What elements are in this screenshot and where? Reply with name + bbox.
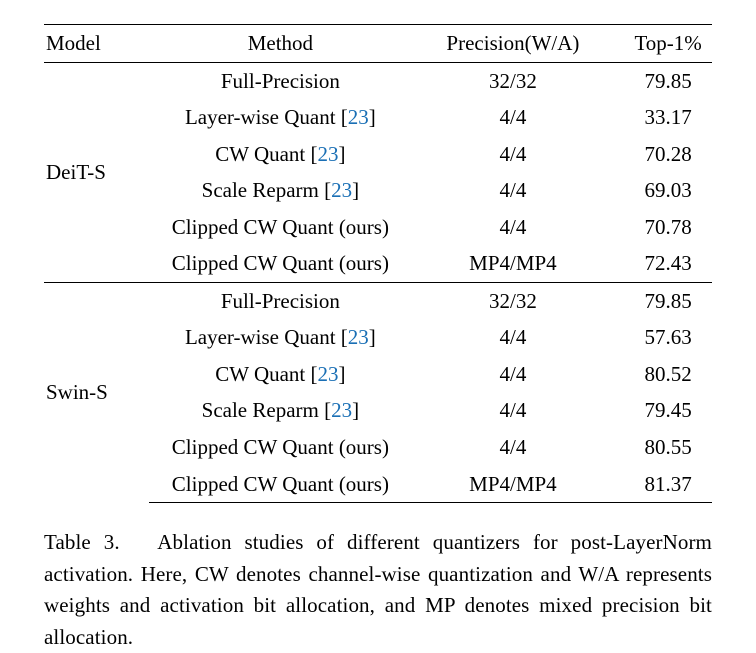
cell-method: Scale Reparm [23] [149, 392, 411, 429]
col-header-method: Method [149, 25, 411, 63]
citation-link[interactable]: 23 [331, 178, 352, 202]
page: Model Method Precision(W/A) Top-1% DeiT-… [0, 0, 756, 637]
cell-precision: 4/4 [412, 356, 615, 393]
cell-top1: 33.17 [614, 99, 712, 136]
cell-top1: 79.85 [614, 62, 712, 99]
header-row: Model Method Precision(W/A) Top-1% [44, 25, 712, 63]
cell-method: Scale Reparm [23] [149, 172, 411, 209]
cell-top1: 57.63 [614, 319, 712, 356]
cell-top1: 79.45 [614, 392, 712, 429]
cell-method: Layer-wise Quant [23] [149, 319, 411, 356]
table-head: Model Method Precision(W/A) Top-1% [44, 25, 712, 63]
cell-method: Clipped CW Quant (ours) [149, 466, 411, 503]
cell-top1: 72.43 [614, 245, 712, 282]
cell-precision: 4/4 [412, 319, 615, 356]
cell-top1: 70.78 [614, 209, 712, 246]
table-caption: Table 3. Ablation studies of different q… [44, 527, 712, 653]
caption-label: Table 3. [44, 530, 120, 554]
cell-precision: 4/4 [412, 429, 615, 466]
cell-method: Full-Precision [149, 62, 411, 99]
cell-model: DeiT-S [44, 62, 149, 282]
col-header-top1: Top-1% [614, 25, 712, 63]
cell-method: Full-Precision [149, 282, 411, 319]
table-row: Swin-SFull-Precision32/3279.85 [44, 282, 712, 319]
cell-top1: 80.55 [614, 429, 712, 466]
citation-link[interactable]: 23 [348, 325, 369, 349]
cell-model: Swin-S [44, 282, 149, 502]
cell-method: Clipped CW Quant (ours) [149, 429, 411, 466]
cell-method: Clipped CW Quant (ours) [149, 245, 411, 282]
cell-precision: 4/4 [412, 209, 615, 246]
cell-precision: 4/4 [412, 392, 615, 429]
cell-method: CW Quant [23] [149, 356, 411, 393]
cell-top1: 70.28 [614, 136, 712, 173]
citation-link[interactable]: 23 [318, 362, 339, 386]
results-table: Model Method Precision(W/A) Top-1% DeiT-… [44, 24, 712, 503]
cell-precision: 4/4 [412, 172, 615, 209]
citation-link[interactable]: 23 [348, 105, 369, 129]
cell-method: CW Quant [23] [149, 136, 411, 173]
table-body: DeiT-SFull-Precision32/3279.85Layer-wise… [44, 62, 712, 503]
cell-method: Clipped CW Quant (ours) [149, 209, 411, 246]
cell-top1: 81.37 [614, 466, 712, 503]
col-header-model: Model [44, 25, 149, 63]
col-header-precision: Precision(W/A) [412, 25, 615, 63]
cell-precision: 4/4 [412, 99, 615, 136]
citation-link[interactable]: 23 [318, 142, 339, 166]
caption-text: Ablation studies of different quantizers… [44, 530, 712, 649]
cell-precision: 4/4 [412, 136, 615, 173]
cell-method: Layer-wise Quant [23] [149, 99, 411, 136]
cell-top1: 80.52 [614, 356, 712, 393]
citation-link[interactable]: 23 [331, 398, 352, 422]
table-row: DeiT-SFull-Precision32/3279.85 [44, 62, 712, 99]
cell-top1: 79.85 [614, 282, 712, 319]
cell-precision: 32/32 [412, 62, 615, 99]
cell-precision: MP4/MP4 [412, 245, 615, 282]
cell-top1: 69.03 [614, 172, 712, 209]
cell-precision: MP4/MP4 [412, 466, 615, 503]
cell-precision: 32/32 [412, 282, 615, 319]
